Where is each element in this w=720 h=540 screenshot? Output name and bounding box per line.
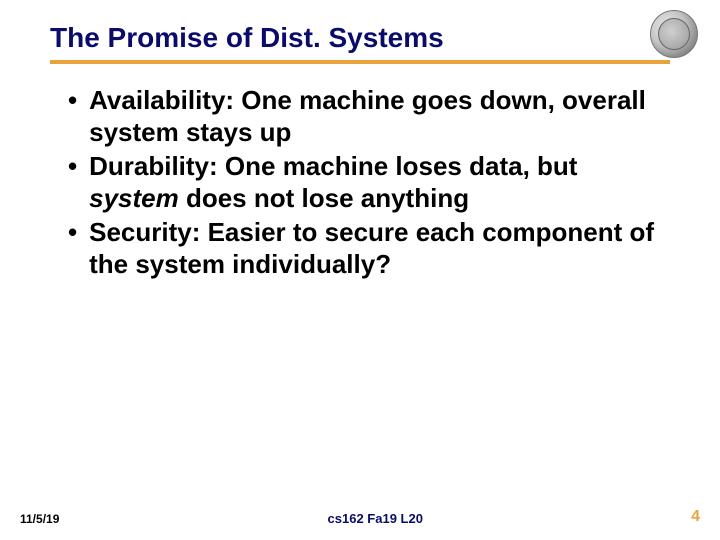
list-item: • Security: Easier to secure each compon… — [68, 216, 670, 280]
bullet-dot-icon: • — [68, 216, 77, 248]
slide-title: The Promise of Dist. Systems — [50, 22, 670, 60]
university-seal-icon — [650, 10, 698, 58]
bullet-dot-icon: • — [68, 150, 77, 182]
footer-page-number: 4 — [691, 508, 700, 526]
footer-date: 11/5/19 — [20, 512, 59, 526]
slide: The Promise of Dist. Systems • Availabil… — [0, 0, 720, 540]
bullet-list: • Availability: One machine goes down, o… — [50, 84, 670, 280]
bullet-dot-icon: • — [68, 84, 77, 116]
bullet-text: Availability: One machine goes down, ove… — [89, 84, 670, 148]
bullet-text: Security: Easier to secure each componen… — [89, 216, 670, 280]
bullet-text: Durability: One machine loses data, but … — [89, 150, 670, 214]
title-underline — [50, 60, 670, 64]
slide-footer: 11/5/19 cs162 Fa19 L20 4 — [0, 508, 720, 526]
footer-course: cs162 Fa19 L20 — [328, 511, 423, 526]
list-item: • Durability: One machine loses data, bu… — [68, 150, 670, 214]
list-item: • Availability: One machine goes down, o… — [68, 84, 670, 148]
